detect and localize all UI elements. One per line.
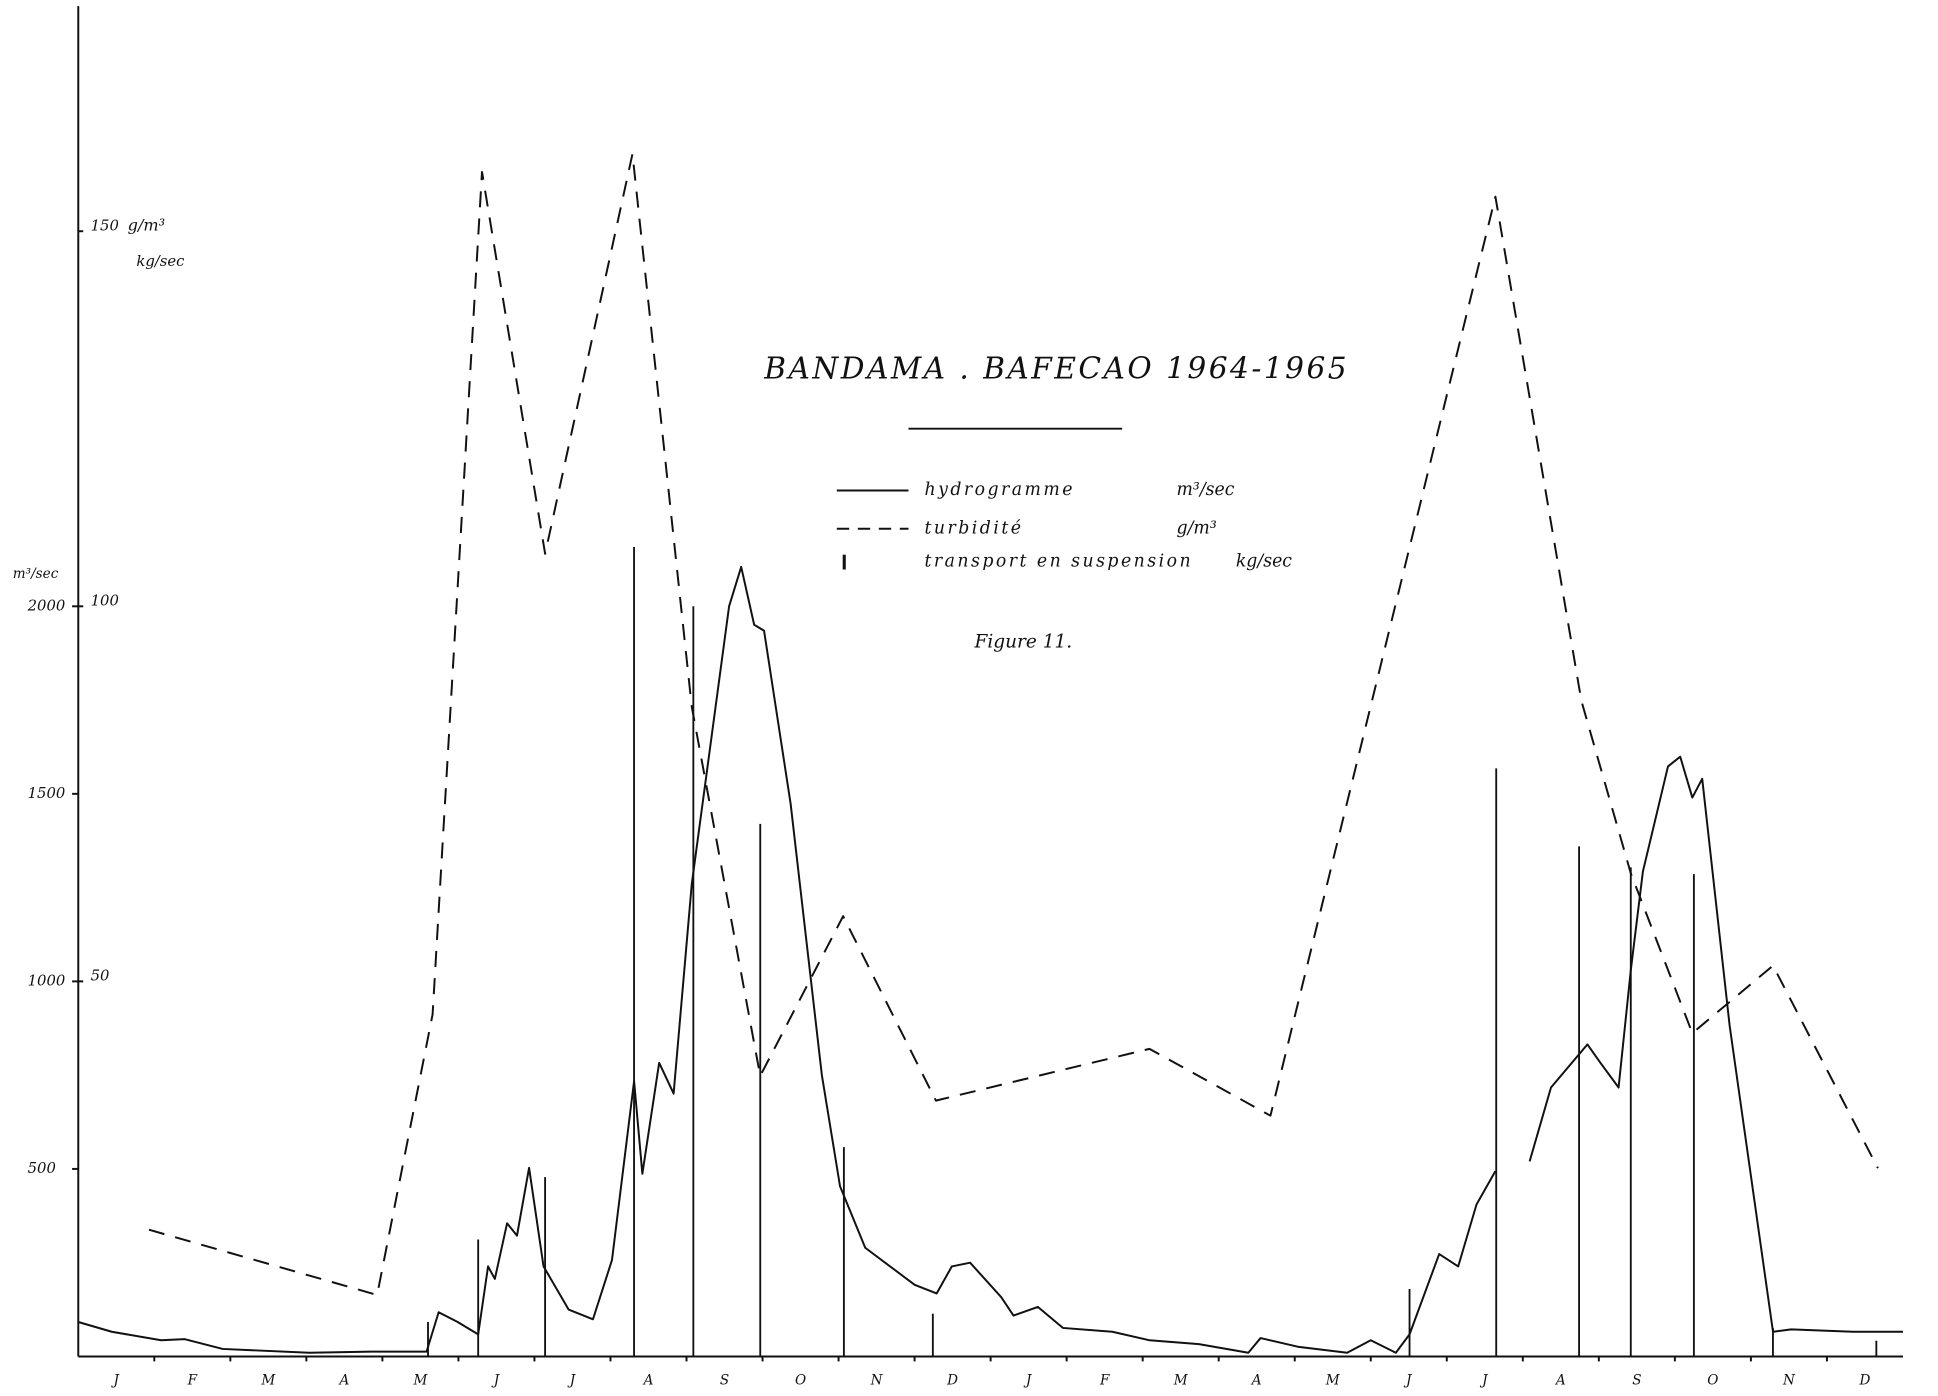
x-tick-label: A (642, 1373, 654, 1389)
x-tick-label: M (260, 1373, 276, 1389)
y2-axis-label: g/m³ (128, 216, 165, 235)
x-tick-label: M (412, 1373, 428, 1389)
x-tick-label: O (795, 1373, 806, 1389)
legend-label: hydrogramme (925, 480, 1075, 500)
x-tick-label: M (1325, 1373, 1341, 1389)
legend-unit: g/m³ (1177, 518, 1217, 538)
y2-tick-label: 100 (91, 592, 119, 609)
x-tick-label: D (946, 1373, 958, 1389)
turbidity-line (148, 152, 1879, 1296)
y2-tick-label: 150 (91, 217, 119, 234)
y-axis-label: m³/sec (13, 566, 59, 582)
x-tick-label: S (720, 1373, 729, 1389)
x-tick-label: F (187, 1373, 198, 1389)
legend-unit: m³/sec (1177, 480, 1235, 500)
x-tick-label: J (1403, 1373, 1413, 1389)
y-tick-label: 1500 (28, 785, 66, 802)
x-tick-label: M (1173, 1373, 1189, 1389)
x-tick-label: J (1023, 1373, 1033, 1389)
legend-unit: kg/sec (1236, 552, 1292, 572)
y2-tick-label: 50 (91, 967, 110, 984)
x-tick-label: A (1250, 1373, 1262, 1389)
x-tick-label: A (1554, 1373, 1566, 1389)
legend-label: transport en suspension (925, 552, 1194, 572)
x-tick-label: O (1707, 1373, 1718, 1389)
x-tick-label: J (567, 1373, 577, 1389)
y2-axis-label-2: kg/sec (136, 253, 185, 270)
hydrograph-line (78, 565, 1903, 1354)
x-tick-label: D (1859, 1373, 1871, 1389)
x-tick-label: N (1782, 1373, 1796, 1389)
chart-title: BANDAMA . BAFECAO 1964-1965 (763, 351, 1349, 386)
x-tick-label: S (1632, 1373, 1641, 1389)
x-tick-label: A (337, 1373, 349, 1389)
figure-label: Figure 11. (974, 631, 1073, 652)
x-tick-label: J (491, 1373, 501, 1389)
y-tick-label: 500 (28, 1160, 56, 1177)
y-tick-label: 1000 (28, 972, 66, 989)
x-tick-label: N (870, 1373, 884, 1389)
legend-label: turbidité (925, 518, 1024, 538)
x-tick-label: F (1099, 1373, 1110, 1389)
y-tick-label: 2000 (27, 597, 66, 614)
x-tick-label: J (111, 1373, 121, 1389)
x-tick-label: J (1479, 1373, 1489, 1389)
